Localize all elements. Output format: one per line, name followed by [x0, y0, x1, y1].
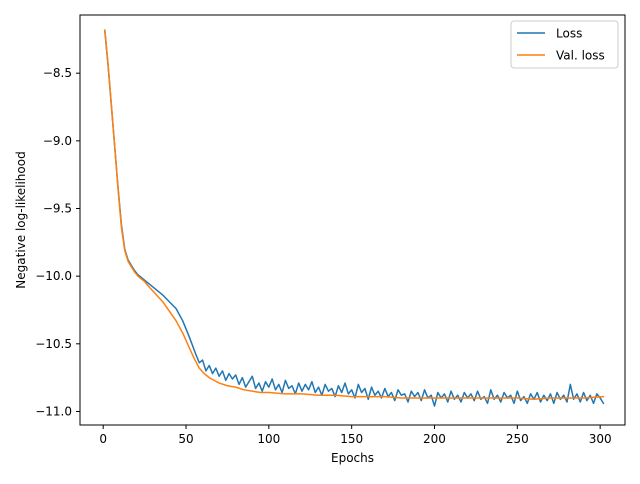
legend: Loss Val. loss	[510, 20, 619, 69]
y-tick-label: −11.0	[35, 404, 72, 418]
plot-frame	[79, 14, 626, 426]
x-axis-label: Epochs	[331, 451, 374, 465]
x-tick-label: 200	[423, 432, 446, 446]
series-line-val-loss	[104, 29, 605, 401]
x-tick-label: 0	[99, 432, 107, 446]
legend-loss-label: Loss	[556, 27, 582, 41]
series-layer	[104, 29, 605, 407]
series-line-loss	[104, 30, 605, 407]
legend-val-loss-label: Val. loss	[556, 49, 605, 63]
y-tick-label: −9.5	[43, 201, 72, 215]
y-tick-label: −10.5	[35, 337, 72, 351]
x-axis-ticks: 0 50 100 150 200 250 300	[99, 425, 612, 446]
x-tick-label: 100	[257, 432, 280, 446]
x-tick-label: 250	[506, 432, 529, 446]
y-axis-ticks: −8.5 −9.0 −9.5 −10.0 −10.5 −11.0	[35, 66, 80, 418]
x-tick-label: 50	[178, 432, 193, 446]
y-tick-label: −8.5	[43, 66, 72, 80]
x-tick-label: 300	[589, 432, 612, 446]
y-tick-label: −9.0	[43, 134, 72, 148]
y-axis-label: Negative log-likelihood	[14, 151, 28, 288]
y-tick-label: −10.0	[35, 269, 72, 283]
x-tick-label: 150	[340, 432, 363, 446]
